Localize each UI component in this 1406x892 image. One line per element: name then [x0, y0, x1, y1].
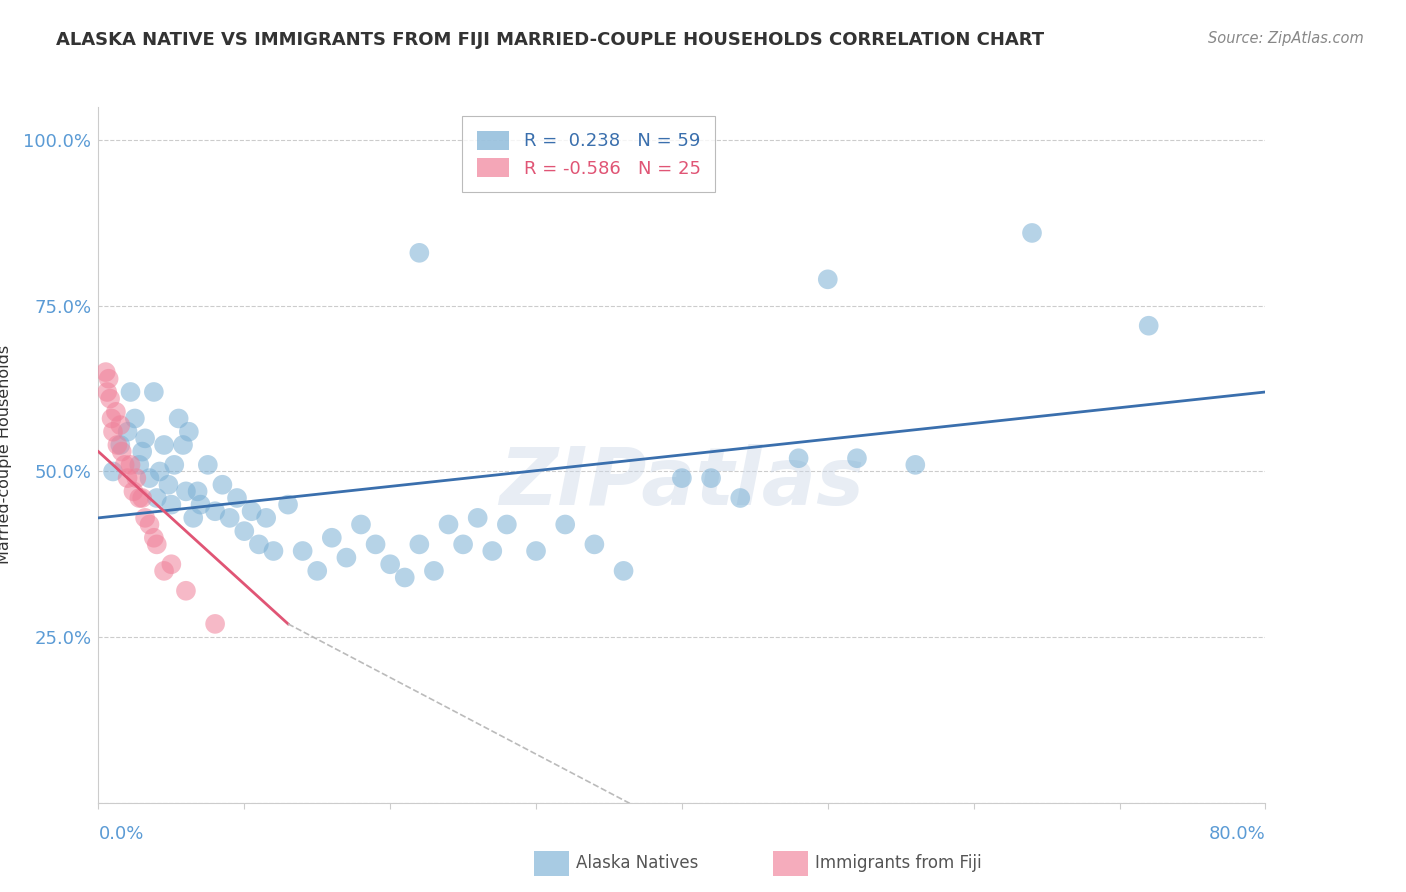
- Point: [114, 458, 136, 472]
- Point: [174, 583, 197, 598]
- Point: [160, 498, 183, 512]
- Point: [153, 564, 176, 578]
- Point: [612, 564, 634, 578]
- Point: [160, 558, 183, 572]
- Point: [105, 438, 128, 452]
- Point: [120, 458, 142, 472]
- Point: [146, 491, 169, 505]
- Text: Source: ZipAtlas.com: Source: ZipAtlas.com: [1208, 31, 1364, 46]
- Point: [904, 458, 927, 472]
- Point: [117, 425, 139, 439]
- Point: [554, 517, 576, 532]
- Point: [174, 484, 197, 499]
- Point: [247, 537, 270, 551]
- Point: [124, 411, 146, 425]
- Point: [787, 451, 810, 466]
- Text: ALASKA NATIVE VS IMMIGRANTS FROM FIJI MARRIED-COUPLE HOUSEHOLDS CORRELATION CHAR: ALASKA NATIVE VS IMMIGRANTS FROM FIJI MA…: [56, 31, 1045, 49]
- Y-axis label: Married-couple Households: Married-couple Households: [0, 345, 13, 565]
- Point: [583, 537, 606, 551]
- Point: [138, 471, 160, 485]
- Point: [142, 531, 165, 545]
- Point: [335, 550, 357, 565]
- Point: [125, 471, 148, 485]
- Point: [94, 365, 117, 379]
- Point: [146, 537, 169, 551]
- Point: [321, 531, 343, 545]
- Point: [1021, 226, 1043, 240]
- Point: [181, 511, 204, 525]
- Point: [190, 498, 212, 512]
- Point: [110, 438, 132, 452]
- Point: [163, 458, 186, 472]
- Point: [101, 465, 124, 479]
- Point: [364, 537, 387, 551]
- Point: [97, 372, 120, 386]
- Text: 80.0%: 80.0%: [1209, 825, 1265, 843]
- Point: [131, 444, 153, 458]
- Point: [101, 425, 124, 439]
- Point: [134, 431, 156, 445]
- Point: [817, 272, 839, 286]
- Point: [437, 517, 460, 532]
- Point: [110, 418, 132, 433]
- Point: [277, 498, 299, 512]
- Point: [177, 425, 200, 439]
- Point: [291, 544, 314, 558]
- Point: [204, 504, 226, 518]
- Point: [700, 471, 723, 485]
- Point: [408, 245, 430, 260]
- Text: Alaska Natives: Alaska Natives: [576, 855, 699, 872]
- Point: [128, 491, 150, 505]
- Point: [495, 517, 517, 532]
- Point: [226, 491, 249, 505]
- Point: [142, 384, 165, 399]
- Point: [394, 570, 416, 584]
- Text: ZIPatlas: ZIPatlas: [499, 443, 865, 522]
- Point: [845, 451, 868, 466]
- Point: [104, 405, 127, 419]
- Text: Immigrants from Fiji: Immigrants from Fiji: [815, 855, 983, 872]
- Point: [262, 544, 284, 558]
- Point: [117, 471, 139, 485]
- Text: 0.0%: 0.0%: [98, 825, 143, 843]
- Point: [307, 564, 329, 578]
- Point: [134, 511, 156, 525]
- Point: [131, 491, 153, 505]
- Point: [128, 458, 150, 472]
- Point: [451, 537, 474, 551]
- Point: [197, 458, 219, 472]
- Point: [157, 477, 180, 491]
- Legend: R =  0.238   N = 59, R = -0.586   N = 25: R = 0.238 N = 59, R = -0.586 N = 25: [463, 116, 716, 192]
- Point: [187, 484, 209, 499]
- Point: [100, 411, 122, 425]
- Point: [98, 392, 121, 406]
- Point: [211, 477, 233, 491]
- Point: [122, 484, 145, 499]
- Point: [172, 438, 194, 452]
- Point: [233, 524, 256, 538]
- Point: [467, 511, 489, 525]
- Point: [423, 564, 446, 578]
- Point: [218, 511, 240, 525]
- Point: [378, 558, 402, 572]
- Point: [138, 517, 160, 532]
- Point: [96, 384, 118, 399]
- Point: [1137, 318, 1160, 333]
- Point: [111, 444, 134, 458]
- Point: [240, 504, 263, 518]
- Point: [204, 616, 226, 631]
- Point: [728, 491, 751, 505]
- Point: [120, 384, 142, 399]
- Point: [149, 465, 172, 479]
- Point: [254, 511, 277, 525]
- Point: [153, 438, 176, 452]
- Point: [671, 471, 693, 485]
- Point: [408, 537, 430, 551]
- Point: [524, 544, 547, 558]
- Point: [167, 411, 190, 425]
- Point: [350, 517, 373, 532]
- Point: [481, 544, 503, 558]
